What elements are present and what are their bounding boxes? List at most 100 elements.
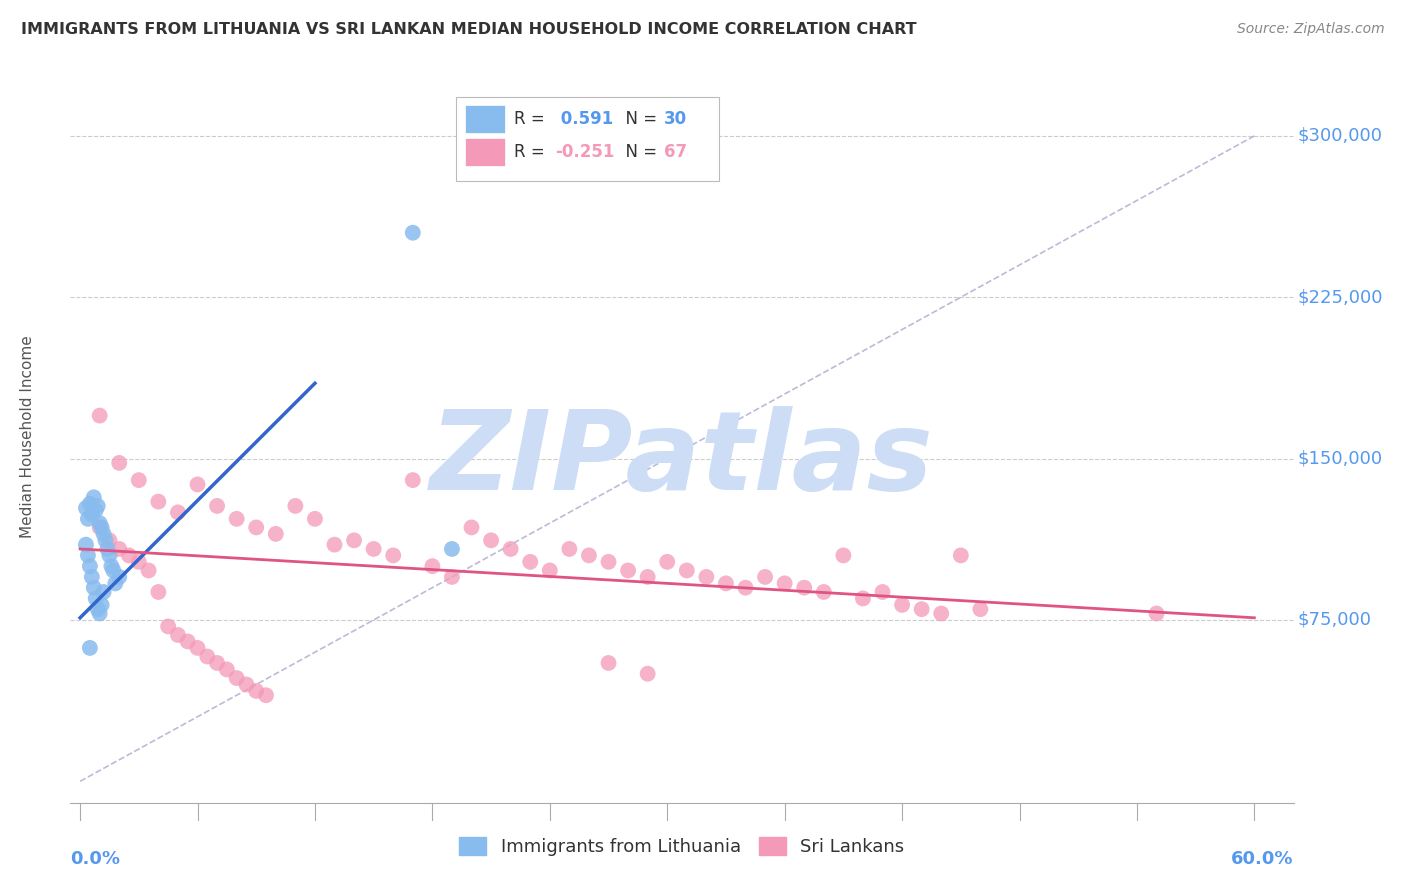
Text: -0.251: -0.251 (555, 143, 614, 161)
Point (94, 533, 117, 548)
Point (343, 533, 366, 548)
Text: $225,000: $225,000 (1298, 288, 1382, 306)
Point (402, 226, 425, 240)
Point (157, 619, 180, 633)
Point (911, 602, 934, 616)
Point (118, 549, 141, 563)
Point (215, 662, 238, 676)
Point (138, 564, 160, 578)
Point (637, 570, 659, 584)
FancyBboxPatch shape (465, 138, 505, 166)
Point (538, 564, 561, 578)
Point (90, 520, 112, 534)
Text: 60.0%: 60.0% (1232, 850, 1294, 868)
Text: 30: 30 (664, 110, 686, 128)
Point (872, 585, 894, 599)
Point (440, 541, 463, 556)
Point (186, 477, 208, 491)
Point (832, 549, 855, 563)
Point (86, 602, 108, 616)
Text: Median Household Income: Median Household Income (20, 335, 35, 539)
Point (1146, 607, 1168, 621)
Text: $75,000: $75,000 (1298, 611, 1371, 629)
Point (440, 570, 463, 584)
Point (598, 656, 620, 670)
Point (754, 570, 776, 584)
Point (80, 508, 103, 522)
Point (108, 456, 131, 470)
Point (77, 512, 100, 526)
Point (519, 555, 541, 569)
Point (83, 491, 105, 505)
Legend: Immigrants from Lithuania, Sri Lankans: Immigrants from Lithuania, Sri Lankans (451, 830, 912, 863)
Point (103, 564, 125, 578)
Text: $150,000: $150,000 (1298, 450, 1382, 467)
Point (675, 564, 697, 578)
Point (852, 591, 875, 606)
Point (205, 656, 228, 670)
FancyBboxPatch shape (465, 105, 505, 133)
Point (637, 666, 659, 681)
Point (93, 527, 115, 541)
Point (167, 628, 190, 642)
Point (98, 549, 121, 563)
Point (128, 555, 150, 569)
Point (108, 541, 131, 556)
Text: ZIPatlas: ZIPatlas (430, 406, 934, 513)
Text: 67: 67 (664, 143, 686, 161)
Point (79, 559, 101, 574)
Point (186, 640, 208, 655)
Point (77, 549, 100, 563)
Point (225, 512, 247, 526)
Point (558, 541, 581, 556)
Point (773, 576, 796, 591)
Text: Source: ZipAtlas.com: Source: ZipAtlas.com (1237, 22, 1385, 37)
Point (86, 499, 108, 513)
Point (929, 607, 952, 621)
Text: 0.0%: 0.0% (70, 850, 121, 868)
Point (80, 570, 103, 584)
Point (205, 499, 228, 513)
Text: N =: N = (614, 143, 662, 161)
Point (100, 559, 122, 574)
Point (969, 602, 991, 616)
Point (84, 591, 107, 606)
Point (83, 581, 105, 595)
Point (695, 570, 717, 584)
Point (891, 598, 914, 612)
Point (402, 473, 425, 487)
Point (323, 538, 346, 552)
Point (264, 527, 287, 541)
Text: R =: R = (515, 143, 550, 161)
Point (422, 559, 444, 574)
Point (284, 499, 307, 513)
Point (382, 549, 405, 563)
Point (89, 516, 111, 530)
Point (75, 538, 97, 552)
Point (245, 520, 267, 534)
Point (90, 598, 112, 612)
Point (254, 688, 277, 702)
Point (148, 585, 170, 599)
Point (598, 555, 620, 569)
Text: $300,000: $300,000 (1298, 127, 1382, 145)
Point (98, 533, 121, 548)
Point (89, 520, 111, 534)
Point (734, 581, 756, 595)
Point (148, 494, 170, 508)
Point (84, 503, 107, 517)
Point (75, 501, 97, 516)
Text: IMMIGRANTS FROM LITHUANIA VS SRI LANKAN MEDIAN HOUSEHOLD INCOME CORRELATION CHAR: IMMIGRANTS FROM LITHUANIA VS SRI LANKAN … (21, 22, 917, 37)
Point (177, 634, 200, 648)
Point (499, 541, 522, 556)
Text: R =: R = (515, 110, 550, 128)
Point (96, 541, 118, 556)
Point (813, 585, 835, 599)
Point (714, 576, 737, 591)
Point (304, 512, 326, 526)
Point (167, 505, 190, 519)
Point (657, 555, 679, 569)
Point (235, 677, 257, 691)
Text: 0.591: 0.591 (555, 110, 613, 128)
Point (479, 533, 502, 548)
